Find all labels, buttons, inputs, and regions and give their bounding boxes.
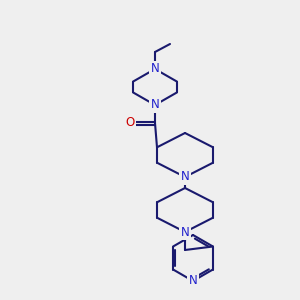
Text: N: N xyxy=(151,62,159,76)
Text: N: N xyxy=(181,170,189,184)
Text: N: N xyxy=(151,98,159,112)
Text: N: N xyxy=(181,226,189,238)
Text: N: N xyxy=(189,274,197,287)
Text: O: O xyxy=(125,116,135,130)
